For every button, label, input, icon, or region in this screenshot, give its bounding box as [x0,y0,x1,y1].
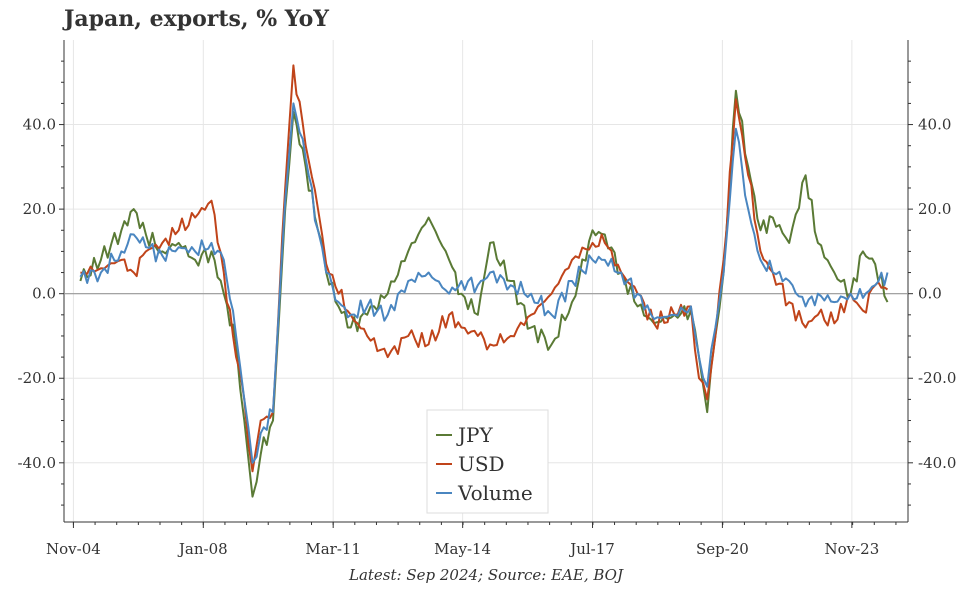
y-tick-label-left: -20.0 [18,369,56,387]
axes: -40.0 -40.0 -20.0 -20.0 0.0 0.0 20.0 20.0 40.0 40… [18,40,956,558]
y-tick-label-right: 40.0 [918,116,951,134]
series-line-usd [80,64,889,473]
y-tick-label-left: -40.0 [18,454,56,472]
y-tick-label-right: -20.0 [918,369,956,387]
x-tick-label: Mar-11 [305,540,361,558]
chart-caption: Latest: Sep 2024; Source: EAE, BOJ [349,566,623,584]
series-line-volume [79,102,889,464]
series-line-jpy [79,89,889,498]
legend: JPY USD Volume [426,409,549,514]
y-tick-label-left: 20.0 [23,200,56,218]
y-tick-label-left: 0.0 [32,285,56,303]
x-tick-label: Jan-08 [177,540,228,558]
y-tick-label-right: -40.0 [918,454,956,472]
chart-title: Japan, exports, % YoY [64,6,329,32]
legend-box [426,409,549,514]
x-tick-label: Sep-20 [696,540,749,558]
y-tick-label-right: 20.0 [918,200,951,218]
legend-label-jpy: JPY [456,423,493,447]
x-tick-label: Nov-04 [46,540,101,558]
x-tick-label: Nov-23 [824,540,879,558]
x-tick-label: Jul-17 [568,540,615,558]
legend-label-usd: USD [458,452,505,476]
y-tick-label-right: 0.0 [918,285,942,303]
series-lines [79,64,889,498]
x-tick-label: May-14 [434,540,491,558]
legend-label-volume: Volume [457,481,533,505]
y-tick-label-left: 40.0 [23,116,56,134]
